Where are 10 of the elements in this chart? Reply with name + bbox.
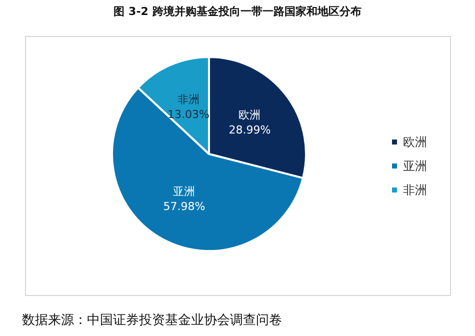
chart-title: 图 3-2 跨境并购基金投向一带一路国家和地区分布 [112,4,362,19]
legend-label: 欧洲 [403,135,427,149]
slice-label: 亚洲 [173,185,196,198]
source-note: 数据来源：中国证券投资基金业协会调查问卷 [22,312,282,329]
legend-label: 非洲 [403,183,427,197]
slice-label: 欧洲 [238,108,261,122]
legend-label: 亚洲 [403,159,427,173]
data-label: 57.98% [163,200,206,214]
slice-label: 非洲 [178,92,200,106]
data-label: 28.99% [228,123,271,136]
